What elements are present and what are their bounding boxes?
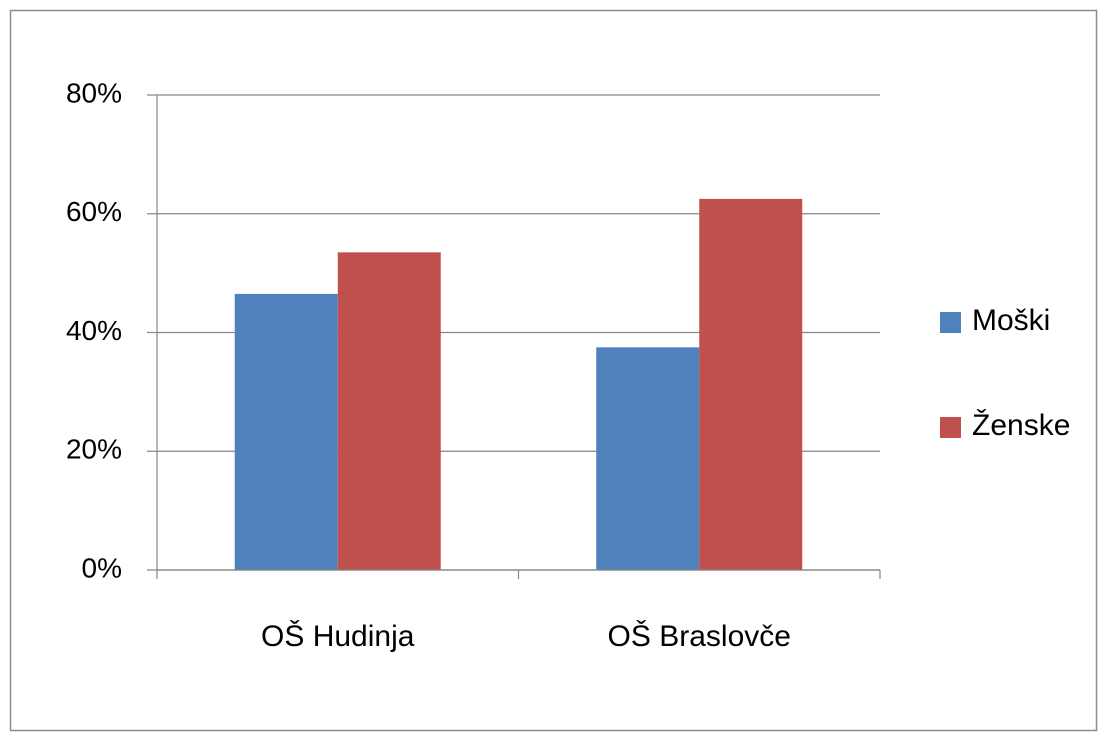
x-tick-label: OŠ Braslovče <box>608 619 791 653</box>
y-tick-label: 80% <box>66 77 122 108</box>
y-tick-label: 0% <box>82 552 122 583</box>
bar <box>234 293 338 570</box>
legend-label: Ženske <box>972 409 1070 442</box>
bar <box>337 252 441 570</box>
chart-border <box>9 9 1098 732</box>
legend-label: Moški <box>972 304 1050 337</box>
legend-swatch <box>940 417 961 438</box>
y-tick-label: 40% <box>66 315 122 346</box>
y-tick-label: 60% <box>66 196 122 227</box>
legend-swatch <box>940 312 961 333</box>
bar <box>596 347 700 570</box>
bar <box>699 198 803 570</box>
x-tick-label: OŠ Hudinja <box>261 619 415 653</box>
y-tick-label: 20% <box>66 434 122 465</box>
